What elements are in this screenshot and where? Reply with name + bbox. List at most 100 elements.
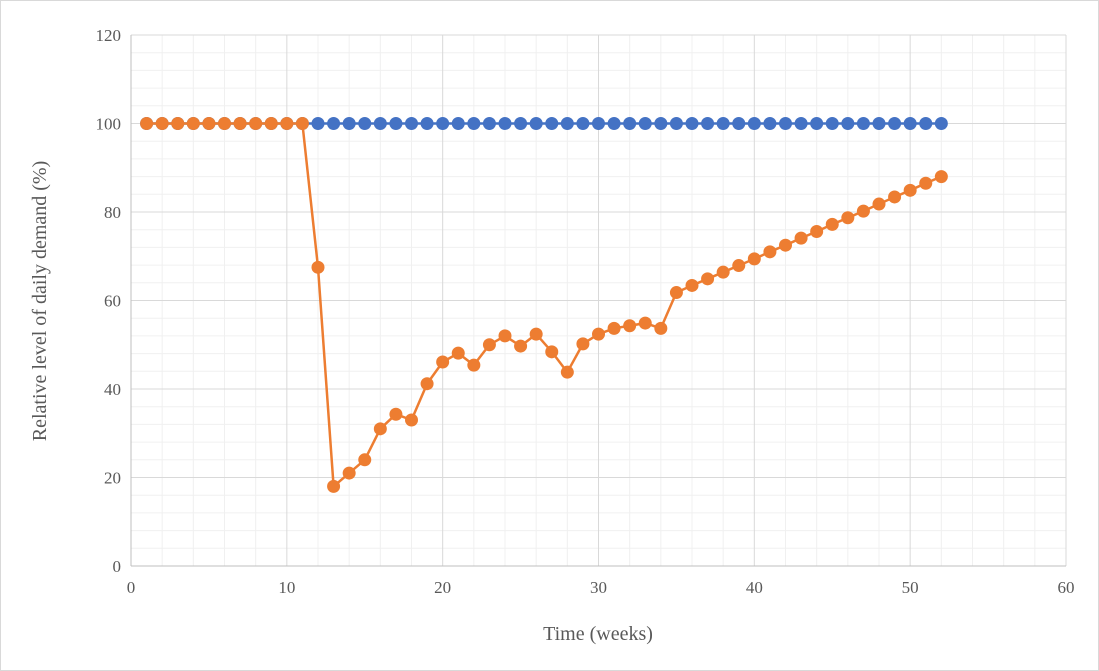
series-2-point	[669, 286, 683, 300]
y-tick-label: 0	[113, 557, 122, 576]
x-tick-label: 0	[127, 578, 136, 597]
y-tick-label: 40	[104, 380, 121, 399]
series-2-point	[155, 117, 169, 130]
series-2-point	[420, 377, 434, 391]
series-2-point	[888, 190, 902, 204]
y-tick-label: 20	[104, 469, 121, 488]
series-layer	[140, 117, 948, 493]
series-2-point	[389, 407, 403, 421]
series-2-point	[311, 260, 325, 274]
series-2-point	[529, 327, 543, 341]
series-2-point	[747, 252, 761, 266]
series-1-point	[467, 117, 481, 130]
series-2-point	[233, 117, 247, 130]
series-2-point	[872, 197, 886, 211]
y-tick-label: 80	[104, 203, 121, 222]
series-1-point	[514, 117, 528, 130]
series-1-point	[358, 117, 372, 130]
series-1-point	[716, 117, 730, 130]
series-1-point	[685, 117, 699, 130]
series-1-point	[420, 117, 434, 130]
series-1-point	[810, 117, 824, 130]
series-2-point	[685, 278, 699, 292]
x-tick-label: 30	[590, 578, 607, 597]
series-2-point	[171, 117, 185, 130]
x-axis-title: Time (weeks)	[543, 623, 653, 645]
series-2-point	[592, 327, 605, 341]
series-1-point	[405, 117, 418, 130]
series-1-point	[342, 117, 356, 130]
x-tick-label: 50	[902, 578, 919, 597]
series-1-point	[451, 117, 465, 130]
series-1-point	[592, 117, 605, 130]
series-2-point	[482, 338, 496, 352]
series-1-point	[669, 117, 683, 130]
series-1-point	[436, 117, 450, 130]
series-2-point	[607, 321, 621, 335]
series-2-point	[358, 453, 372, 467]
series-1-point	[934, 117, 948, 130]
series-1-point	[638, 117, 652, 130]
y-tick-label: 60	[104, 292, 121, 311]
series-2-point	[342, 466, 356, 480]
series-2-point	[779, 238, 792, 252]
series-2-point	[373, 422, 387, 436]
series-2-point	[576, 337, 590, 351]
series-2-point	[934, 170, 948, 184]
major-gridlines	[130, 34, 1067, 567]
series-2-point	[498, 329, 512, 343]
series-1-point	[327, 117, 341, 130]
series-1-point	[701, 117, 715, 130]
series-2-point	[701, 272, 715, 286]
series-2-point	[186, 117, 200, 130]
series-1-point	[841, 117, 855, 130]
series-1-point	[311, 117, 325, 130]
y-tick-label: 120	[96, 26, 122, 45]
series-2-point	[638, 316, 652, 330]
series-1-point	[498, 117, 512, 130]
series-1-point	[903, 117, 917, 130]
series-2	[140, 117, 948, 493]
x-tick-label: 20	[434, 578, 451, 597]
series-1-point	[747, 117, 761, 130]
series-1-point	[576, 117, 590, 130]
series-1-point	[482, 117, 496, 130]
y-tick-label: 100	[96, 115, 122, 134]
series-1-point	[732, 117, 746, 130]
axes	[130, 35, 1066, 567]
series-1-point	[872, 117, 886, 130]
series-1-point	[856, 117, 870, 130]
series-2-point	[218, 117, 231, 130]
series-2-point	[451, 346, 465, 360]
series-2-point	[140, 117, 154, 130]
tick-labels: 0 10 20 30 40 50 60 0 20 40 60 80 100 120	[96, 26, 1075, 597]
series-2-point	[841, 211, 855, 225]
series-1-point	[919, 117, 933, 130]
series-1-point	[825, 117, 839, 130]
series-2-point	[514, 339, 528, 353]
series-2-point	[202, 117, 216, 130]
series-2-point	[405, 413, 418, 427]
series-1-point	[560, 117, 574, 130]
series-2-point	[919, 176, 933, 190]
series-2-point	[436, 355, 450, 369]
series-2-point	[716, 265, 730, 279]
series-1-point	[888, 117, 902, 130]
series-1-point	[779, 117, 792, 130]
series-2-point	[794, 231, 808, 245]
series-1-point	[607, 117, 621, 130]
series-1-point	[529, 117, 543, 130]
series-1-point	[623, 117, 637, 130]
series-2-point	[810, 224, 824, 238]
series-2-point	[249, 117, 263, 130]
series-2-point	[545, 345, 559, 359]
series-1-point	[545, 117, 559, 130]
x-tick-label: 40	[746, 578, 763, 597]
series-2-point	[295, 117, 309, 130]
series-1-point	[389, 117, 403, 130]
series-1-point	[373, 117, 387, 130]
series-2-point	[467, 358, 481, 372]
series-2-point	[732, 259, 746, 273]
series-2-point	[763, 245, 777, 259]
